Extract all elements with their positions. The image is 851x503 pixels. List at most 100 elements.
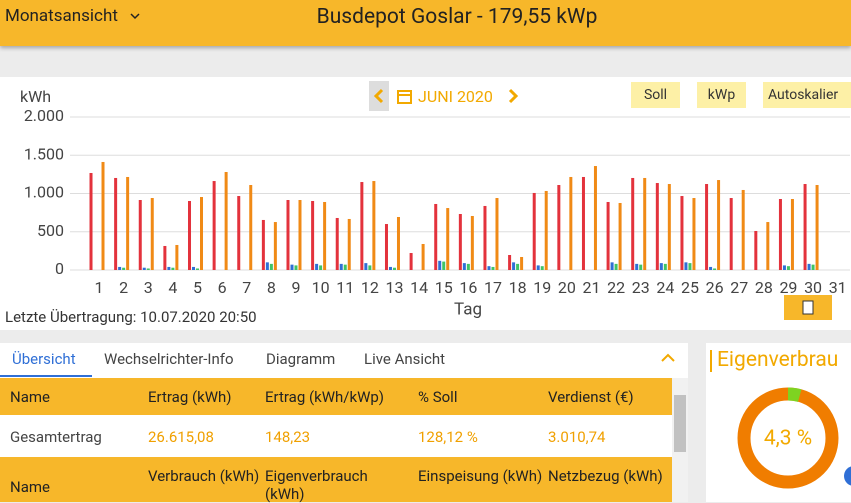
bar [491, 266, 495, 270]
x-tick-label: 27 [730, 278, 748, 297]
bar [462, 263, 466, 270]
soll-button[interactable]: Soll [631, 82, 680, 108]
bar [631, 177, 635, 270]
tab[interactable]: Diagramm [266, 350, 336, 368]
y-tick-label: 500 [37, 221, 64, 240]
bar [114, 177, 118, 270]
y-tick-label: 0 [55, 259, 64, 278]
bar [196, 268, 200, 270]
bar [192, 266, 196, 270]
column-header: Verbrauch (kWh) [148, 467, 260, 485]
bar [786, 266, 790, 270]
bar [146, 268, 150, 270]
bar [536, 265, 540, 270]
column-header: Ertrag (kWh/kWp) [265, 388, 385, 406]
bar [261, 219, 265, 270]
column-header: Verdienst (€) [548, 388, 634, 406]
bar [442, 261, 446, 270]
column-header: Eigenverbrauch (kWh) [265, 467, 368, 503]
bar [610, 262, 614, 270]
bar [729, 198, 733, 270]
donut-label: 4,3 % [764, 427, 812, 451]
x-tick-label: 7 [242, 278, 251, 297]
autoscale-button[interactable]: Autoskalier [763, 82, 851, 108]
tab[interactable]: Wechselrichter-Info [104, 350, 234, 368]
x-tick-label: 8 [267, 278, 276, 297]
bar [409, 253, 413, 270]
bar [360, 182, 364, 270]
bar [713, 268, 717, 270]
bar [680, 196, 684, 270]
x-tick-label: 21 [582, 278, 600, 297]
bar [122, 267, 126, 270]
x-tick-label: 23 [632, 278, 650, 297]
bar [705, 184, 709, 270]
bar [273, 222, 277, 270]
donut-segment [737, 387, 839, 489]
bar [618, 202, 622, 270]
bar [815, 185, 819, 270]
x-tick-label: 4 [168, 278, 177, 297]
bar [150, 198, 154, 270]
view-selector[interactable]: Monatsansicht [5, 6, 118, 26]
tab[interactable]: Live Ansicht [364, 350, 446, 368]
scrollbar[interactable] [672, 378, 688, 502]
bar [667, 184, 671, 270]
column-header: % Soll [418, 388, 458, 406]
bar [167, 266, 171, 270]
x-axis-label: Tag [454, 299, 482, 319]
kwp-button[interactable]: kWp [697, 82, 746, 108]
x-tick-label: 19 [533, 278, 551, 297]
x-tick-label: 6 [218, 278, 227, 297]
bar [544, 190, 548, 270]
bar [438, 260, 442, 270]
bar [188, 200, 192, 270]
table-header [0, 378, 672, 415]
bar [384, 224, 388, 270]
collapse-icon[interactable] [660, 352, 676, 364]
prev-button[interactable] [369, 81, 389, 111]
bar [339, 263, 343, 270]
bar [520, 256, 524, 270]
bar [692, 198, 696, 270]
bar [269, 263, 273, 270]
bar [811, 264, 815, 270]
x-tick-label: 1 [95, 278, 104, 297]
bar [294, 265, 298, 270]
bar [635, 263, 639, 270]
bar [487, 266, 491, 270]
bar [532, 192, 536, 270]
bar [557, 185, 561, 270]
bar [138, 200, 142, 270]
x-tick-label: 3 [144, 278, 153, 297]
bar [171, 267, 175, 270]
y-tick-label: 1.500 [24, 144, 64, 163]
bar [315, 263, 319, 270]
y-axis-label: kWh [20, 87, 51, 106]
bar [807, 263, 811, 270]
y-tick-label: 2.000 [24, 106, 64, 125]
bar [655, 183, 659, 270]
bar [142, 267, 146, 270]
bar [388, 266, 392, 270]
bar [688, 263, 692, 270]
tab[interactable]: Übersicht [12, 350, 76, 368]
export-button[interactable] [784, 295, 832, 320]
bar [290, 264, 294, 270]
bar [606, 201, 610, 270]
bar [569, 176, 573, 270]
x-tick-label: 31 [829, 278, 847, 297]
bar [175, 244, 179, 270]
x-tick-label: 10 [312, 278, 330, 297]
next-button[interactable] [503, 81, 523, 111]
table-cell: 128,12 % [418, 428, 478, 446]
chevron-icon [130, 13, 140, 20]
bar [581, 176, 585, 270]
bar [434, 203, 438, 270]
table-cell: Gesamtertrag [10, 428, 102, 446]
bar [516, 263, 520, 270]
chart-panel: JUNI 2020 Soll kWp Autoskalier kWh Tag 0… [0, 77, 851, 330]
bar [323, 201, 327, 270]
bar [392, 267, 396, 270]
